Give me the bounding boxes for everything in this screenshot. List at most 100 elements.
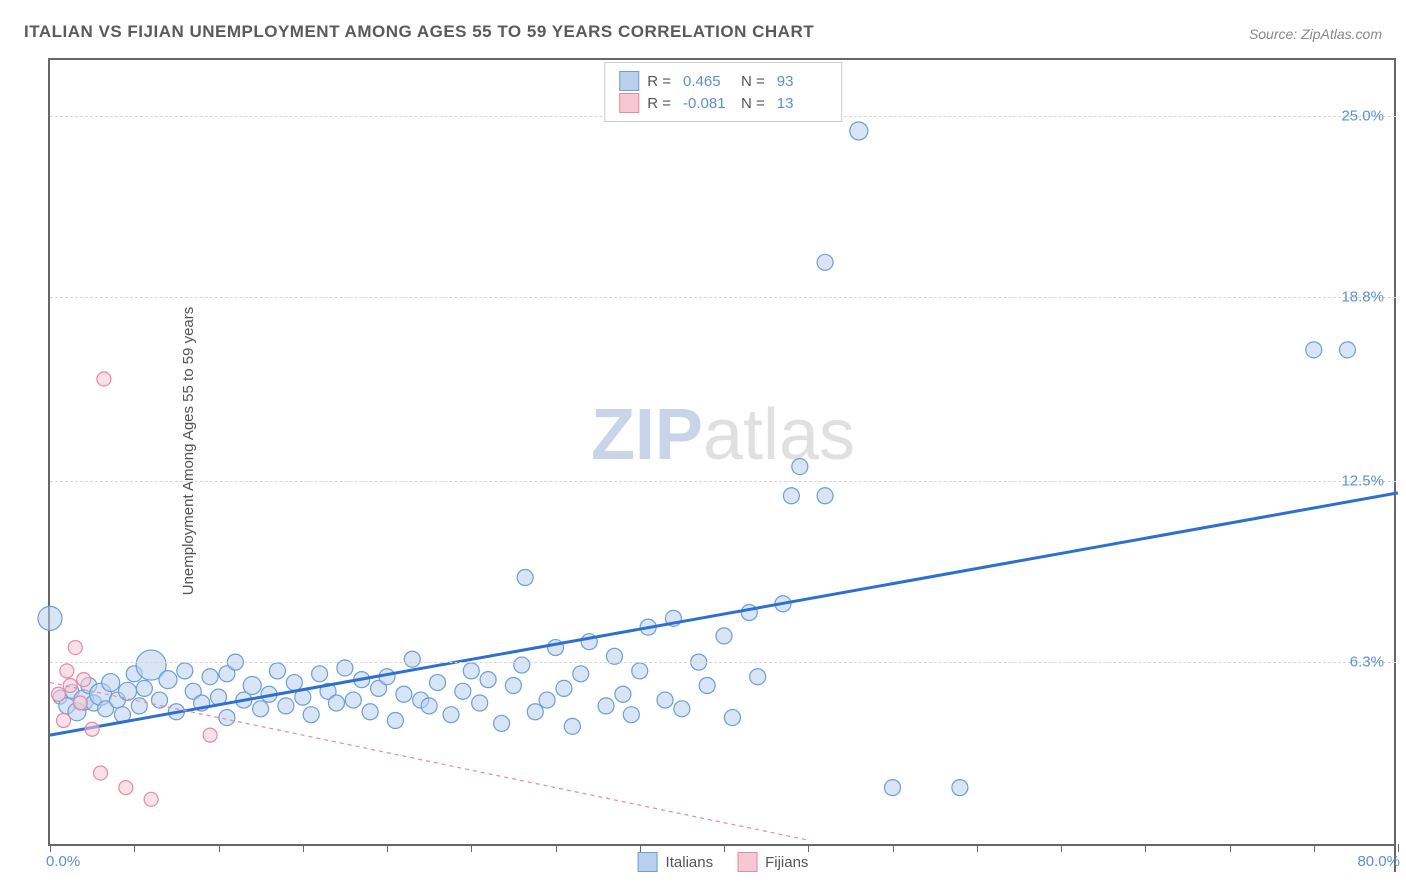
y-tick-label: 6.3% (1350, 654, 1384, 671)
legend-row: R = -0.081 N = 13 (619, 93, 827, 113)
italians-point (136, 680, 152, 696)
italians-point (885, 780, 901, 796)
italians-point (699, 677, 715, 693)
n-label: N = (741, 95, 765, 112)
italians-point (387, 713, 403, 729)
italians-point (286, 675, 302, 691)
legend-swatch-icon (638, 852, 658, 872)
italians-point (38, 606, 62, 630)
fijians-point (68, 641, 82, 655)
italians-point (564, 718, 580, 734)
italians-point (480, 672, 496, 688)
fijians-point (144, 792, 158, 806)
italians-point (202, 669, 218, 685)
italians-point (463, 663, 479, 679)
series-legend-label: Fijians (765, 854, 808, 871)
x-tick (50, 844, 51, 852)
r-label: R = (647, 95, 671, 112)
y-tick-label: 18.8% (1341, 289, 1384, 306)
italians-trend-line (50, 493, 1398, 735)
x-tick (303, 844, 304, 852)
italians-point (783, 488, 799, 504)
italians-point (657, 692, 673, 708)
italians-point (716, 628, 732, 644)
italians-point (494, 715, 510, 731)
r-value: -0.081 (683, 95, 733, 112)
italians-point (159, 671, 177, 689)
italians-point (527, 704, 543, 720)
italians-point (455, 683, 471, 699)
fijians-point (77, 673, 91, 687)
x-axis-min-label: 0.0% (46, 853, 80, 870)
x-tick (387, 844, 388, 852)
italians-point (219, 710, 235, 726)
x-tick (134, 844, 135, 852)
italians-point (243, 676, 261, 694)
italians-point (792, 459, 808, 475)
italians-point (303, 707, 319, 723)
italians-point (817, 488, 833, 504)
italians-point (102, 674, 120, 692)
italians-point (152, 692, 168, 708)
x-tick (1314, 844, 1315, 852)
italians-point (328, 695, 344, 711)
legend-swatch-icon (737, 852, 757, 872)
italians-point (1306, 342, 1322, 358)
fijians-point (73, 696, 87, 710)
x-tick (556, 844, 557, 852)
italians-point (404, 651, 420, 667)
x-axis-max-label: 80.0% (1357, 853, 1400, 870)
italians-point (505, 677, 521, 693)
fijians-point (85, 722, 99, 736)
italians-point (278, 698, 294, 714)
series-legend-label: Italians (666, 854, 714, 871)
italians-point (472, 695, 488, 711)
fijians-point (63, 678, 77, 692)
italians-point (421, 698, 437, 714)
italians-point (517, 569, 533, 585)
italians-point (539, 692, 555, 708)
chart-title: ITALIAN VS FIJIAN UNEMPLOYMENT AMONG AGE… (24, 22, 814, 42)
italians-point (573, 666, 589, 682)
italians-point (850, 122, 868, 140)
italians-point (269, 663, 285, 679)
italians-point (817, 254, 833, 270)
y-tick-label: 12.5% (1341, 473, 1384, 490)
italians-point (514, 657, 530, 673)
r-value: 0.465 (683, 73, 733, 90)
fijians-point (119, 781, 133, 795)
x-tick (471, 844, 472, 852)
fijians-point (51, 687, 65, 701)
y-gridline (50, 662, 1396, 663)
italians-point (443, 707, 459, 723)
legend-swatch-icon (619, 93, 639, 113)
x-tick (724, 844, 725, 852)
n-label: N = (741, 73, 765, 90)
y-gridline (50, 297, 1396, 298)
x-tick (1145, 844, 1146, 852)
italians-point (623, 707, 639, 723)
legend-row: R =0.465N =93 (619, 71, 827, 91)
italians-point (615, 686, 631, 702)
italians-point (345, 692, 361, 708)
scatter-plot-svg (50, 58, 1396, 844)
y-tick-label: 25.0% (1341, 108, 1384, 125)
y-gridline (50, 481, 1396, 482)
correlation-legend: R =0.465N =93R =-0.081N =13 (604, 62, 842, 122)
x-tick (1398, 844, 1399, 852)
italians-point (598, 698, 614, 714)
fijians-point (94, 766, 108, 780)
italians-point (312, 666, 328, 682)
fijians-point (60, 664, 74, 678)
x-tick (640, 844, 641, 852)
italians-point (253, 701, 269, 717)
x-tick (219, 844, 220, 852)
italians-point (952, 780, 968, 796)
x-tick (893, 844, 894, 852)
n-value: 13 (777, 95, 827, 112)
italians-point (362, 704, 378, 720)
x-tick (977, 844, 978, 852)
r-label: R = (647, 73, 671, 90)
italians-point (674, 701, 690, 717)
series-legend-item: Italians (638, 852, 714, 872)
